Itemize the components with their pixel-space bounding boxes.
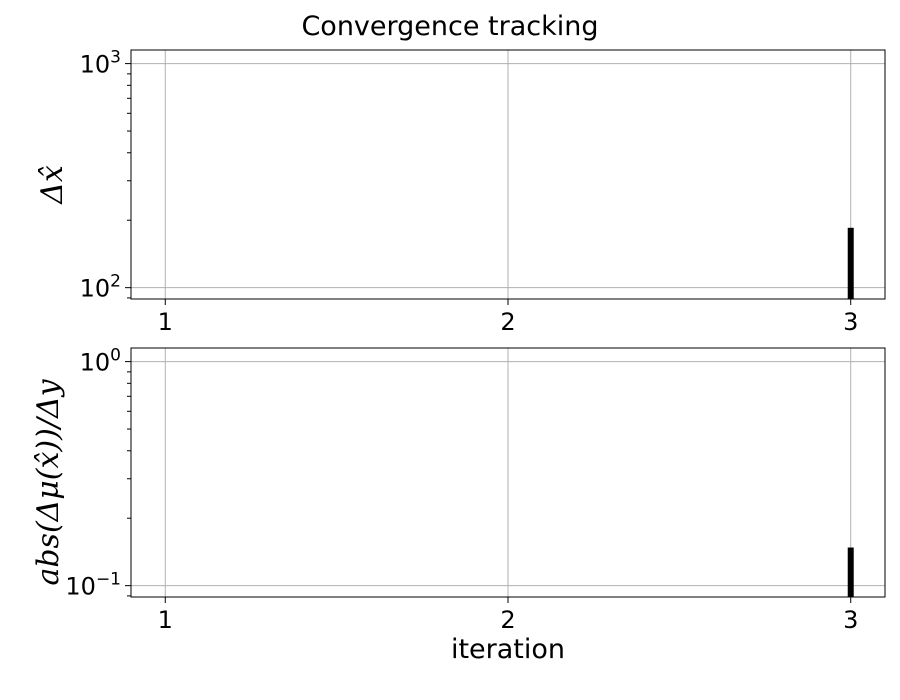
- bar: [847, 227, 854, 299]
- x-tick-label: 3: [843, 308, 858, 336]
- y-axis-label: Δx̂: [35, 165, 70, 205]
- y-axis-label: abs(Δμ(x̂))/Δy: [31, 378, 66, 585]
- y-tick-label: 102: [80, 272, 121, 303]
- x-tick-label: 1: [158, 606, 173, 634]
- chart-title: Convergence tracking: [301, 11, 598, 42]
- y-tick-label: 100: [80, 346, 121, 377]
- x-axis-label: iteration: [451, 634, 565, 665]
- panel-bottom: 1 2 3 10−1 100 abs(Δμ(x̂))/Δy: [31, 346, 886, 634]
- x-tick-label: 2: [500, 606, 515, 634]
- x-tick-label: 2: [500, 308, 515, 336]
- y-tick-label: 10−1: [65, 570, 121, 601]
- x-tick-label: 1: [158, 308, 173, 336]
- panel-top: 1 2 3 102 103 Δx̂: [35, 48, 886, 336]
- y-tick-label: 103: [80, 48, 121, 79]
- bar: [847, 547, 854, 597]
- x-tick-label: 3: [843, 606, 858, 634]
